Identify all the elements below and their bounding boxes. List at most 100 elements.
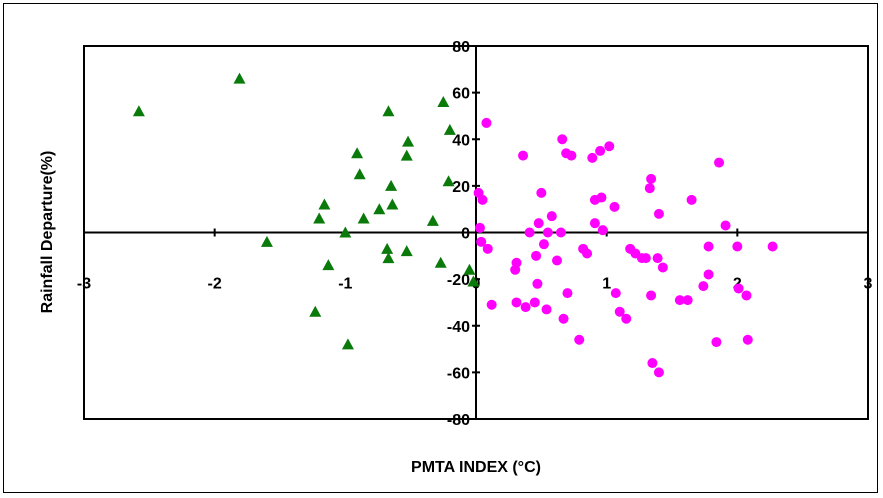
circle-point — [646, 173, 657, 184]
circle-point — [714, 157, 725, 168]
triangle-point — [339, 226, 352, 238]
circle-point — [486, 299, 497, 310]
triangle-point — [402, 135, 415, 147]
y-tick-label: 20 — [452, 179, 470, 196]
triangle-point — [426, 214, 439, 226]
circle-point — [482, 243, 493, 254]
circle-point — [518, 150, 529, 161]
circle-point — [531, 250, 542, 261]
circle-point — [538, 239, 549, 250]
y-axis-title: Rainfall Departure(%) — [39, 151, 56, 314]
triangle-point — [373, 203, 386, 215]
circle-point — [742, 334, 753, 345]
circle-point — [582, 248, 593, 259]
x-tick-label: 1 — [602, 276, 611, 293]
circle-point — [610, 288, 621, 299]
circle-point — [574, 334, 585, 345]
y-tick-label: -40 — [447, 319, 470, 336]
triangle-point — [400, 245, 413, 257]
circle-point — [524, 227, 535, 238]
circle-point — [597, 225, 608, 236]
circle-point — [614, 306, 625, 317]
y-tick-label: 80 — [452, 39, 470, 56]
circle-point — [682, 295, 693, 306]
circle-point — [566, 150, 577, 161]
y-tick-label: 40 — [452, 132, 470, 149]
triangle-point — [313, 212, 326, 224]
circle-point — [511, 257, 522, 268]
triangle-point — [318, 198, 331, 210]
triangle-point — [132, 105, 145, 117]
circle-point — [477, 194, 488, 205]
triangle-point — [442, 175, 455, 187]
circle-point — [609, 201, 620, 212]
circle-point — [536, 187, 547, 198]
triangle-point — [463, 263, 476, 275]
x-tick-label: 3 — [864, 276, 873, 293]
triangle-point — [437, 95, 450, 107]
y-tick-label: 0 — [461, 226, 470, 243]
circle-point — [652, 253, 663, 264]
y-tick-label: -60 — [447, 365, 470, 382]
circle-point — [552, 255, 563, 266]
x-axis-title: PMTA INDEX (°C) — [411, 459, 541, 476]
circle-point — [555, 227, 566, 238]
circle-point — [562, 288, 573, 299]
circle-point — [732, 241, 743, 252]
circle-point — [653, 208, 664, 219]
circle-point — [589, 218, 600, 229]
triangle-point — [386, 198, 399, 210]
circle-point — [711, 337, 722, 348]
triangle-point — [353, 168, 366, 180]
y-tick-label: -80 — [447, 412, 470, 429]
circle-point — [529, 297, 540, 308]
circle-point — [703, 241, 714, 252]
y-tick-label: 60 — [452, 86, 470, 103]
triangle-point — [382, 105, 395, 117]
triangle-point — [233, 72, 246, 84]
triangle-point — [322, 259, 335, 271]
triangle-point — [434, 256, 447, 268]
y-tick-label: -20 — [447, 272, 470, 289]
circle-point — [520, 302, 531, 313]
circle-point — [557, 134, 568, 145]
circle-point — [733, 283, 744, 294]
circle-point — [604, 141, 615, 152]
circle-point — [474, 222, 485, 233]
circle-point — [657, 262, 668, 273]
circle-point — [481, 117, 492, 128]
circle-point — [587, 152, 598, 163]
circle-point — [646, 290, 657, 301]
circle-point — [653, 367, 664, 378]
x-tick-label: -1 — [338, 276, 352, 293]
circle-point — [511, 297, 522, 308]
triangle-point — [382, 252, 395, 264]
triangle-point — [309, 305, 322, 317]
circle-point — [644, 183, 655, 194]
circle-point — [542, 227, 553, 238]
circle-point — [686, 194, 697, 205]
circle-point — [596, 192, 607, 203]
triangle-point — [357, 212, 370, 224]
triangle-point — [443, 123, 456, 135]
circle-point — [595, 145, 606, 156]
circle-point — [558, 313, 569, 324]
circle-point — [767, 241, 778, 252]
circle-point — [640, 253, 651, 264]
triangle-point — [467, 275, 480, 287]
x-tick-label: -2 — [208, 276, 222, 293]
circle-point — [698, 281, 709, 292]
triangle-point — [341, 338, 354, 350]
triangle-point — [260, 235, 273, 247]
circle-point — [621, 313, 632, 324]
circle-point — [720, 220, 731, 231]
circle-point — [741, 290, 752, 301]
circle-point — [674, 295, 685, 306]
triangle-point — [385, 179, 398, 191]
triangle-point — [351, 147, 364, 159]
circle-point — [476, 236, 487, 247]
circle-point — [546, 211, 557, 222]
circle-point — [532, 278, 543, 289]
triangle-point — [381, 242, 394, 254]
